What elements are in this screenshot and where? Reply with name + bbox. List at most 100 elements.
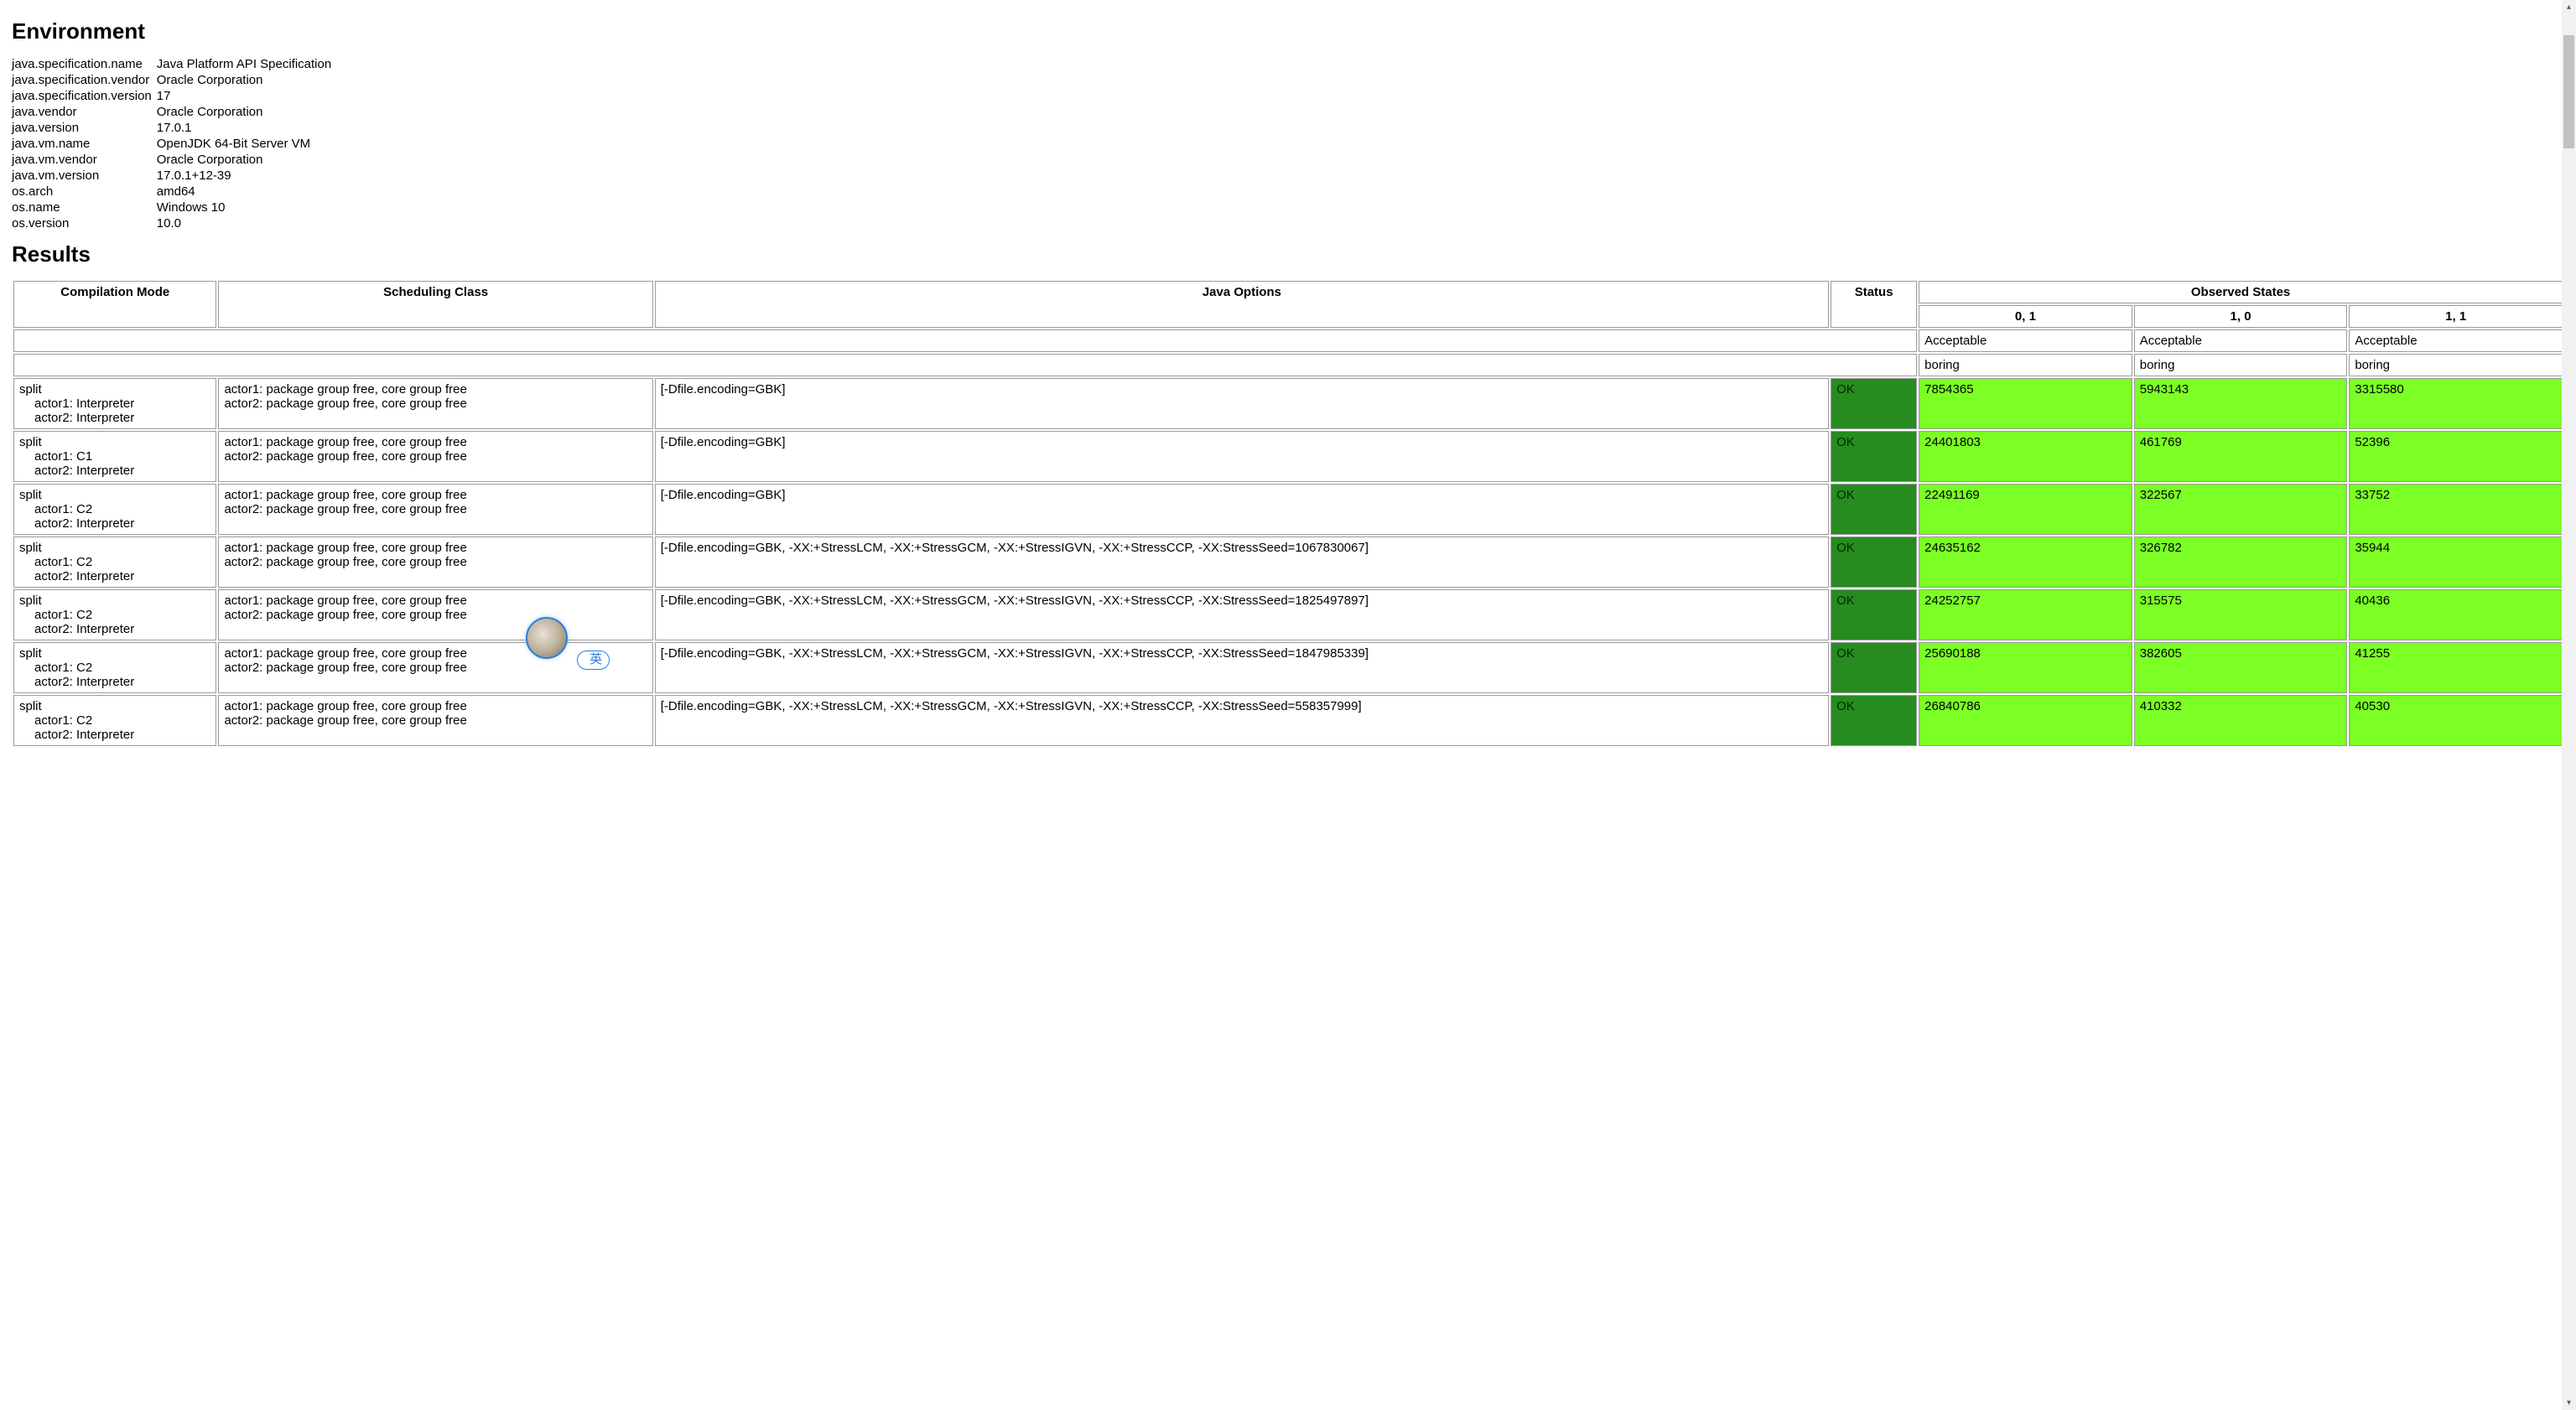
observed-state-acceptance: Acceptable: [2349, 329, 2563, 352]
scroll-up-button[interactable]: ▴: [2562, 0, 2576, 14]
env-value: 17.0.1: [157, 120, 336, 136]
blank-cell: [13, 354, 1917, 376]
env-row: java.version17.0.1: [12, 120, 336, 136]
environment-heading: Environment: [12, 18, 2564, 44]
results-row: splitactor1: C2actor2: Interpreteractor1…: [13, 537, 2563, 588]
java-options-cell: [-Dfile.encoding=GBK]: [655, 484, 1829, 535]
vertical-scrollbar[interactable]: ▴ ▾: [2562, 0, 2576, 1410]
observed-state-acceptance: Acceptable: [1919, 329, 2132, 352]
results-row: splitactor1: C2actor2: Interpreteractor1…: [13, 484, 2563, 535]
env-row: java.specification.nameJava Platform API…: [12, 56, 336, 72]
env-row: os.version10.0: [12, 215, 336, 231]
env-row: os.nameWindows 10: [12, 200, 336, 215]
observed-count-cell: 24252757: [1919, 589, 2132, 640]
status-cell: OK: [1831, 695, 1917, 746]
observed-state-interest: boring: [2349, 354, 2563, 376]
observed-count-cell: 5943143: [2134, 378, 2348, 429]
status-cell: OK: [1831, 484, 1917, 535]
status-cell: OK: [1831, 378, 1917, 429]
observed-count-cell: 22491169: [1919, 484, 2132, 535]
scroll-down-button[interactable]: ▾: [2562, 1396, 2576, 1410]
observed-count-cell: 52396: [2349, 431, 2563, 482]
java-options-cell: [-Dfile.encoding=GBK]: [655, 378, 1829, 429]
scheduling-class-cell: actor1: package group free, core group f…: [218, 484, 652, 535]
observed-count-cell: 25690188: [1919, 642, 2132, 693]
col-observed-states: Observed States: [1919, 281, 2563, 303]
env-key: os.arch: [12, 184, 157, 200]
env-key: java.specification.vendor: [12, 72, 157, 88]
observed-count-cell: 461769: [2134, 431, 2348, 482]
col-java_options: Java Options: [655, 281, 1829, 328]
compilation-mode-cell: splitactor1: C1actor2: Interpreter: [13, 431, 216, 482]
status-cell: OK: [1831, 537, 1917, 588]
compilation-mode-cell: splitactor1: C2actor2: Interpreter: [13, 589, 216, 640]
observed-count-cell: 24635162: [1919, 537, 2132, 588]
env-key: java.vm.vendor: [12, 152, 157, 168]
blank-cell: [13, 329, 1917, 352]
env-row: java.specification.version17: [12, 88, 336, 104]
observed-state-header: 1, 1: [2349, 305, 2563, 328]
env-key: java.vm.name: [12, 136, 157, 152]
observed-count-cell: 35944: [2349, 537, 2563, 588]
env-row: java.vm.nameOpenJDK 64-Bit Server VM: [12, 136, 336, 152]
col-status: Status: [1831, 281, 1917, 328]
env-value: amd64: [157, 184, 336, 200]
observed-count-cell: 40436: [2349, 589, 2563, 640]
env-value: 17: [157, 88, 336, 104]
environment-table: java.specification.nameJava Platform API…: [12, 56, 336, 231]
env-row: os.archamd64: [12, 184, 336, 200]
java-options-cell: [-Dfile.encoding=GBK, -XX:+StressLCM, -X…: [655, 589, 1829, 640]
status-cell: OK: [1831, 589, 1917, 640]
observed-count-cell: 7854365: [1919, 378, 2132, 429]
results-row: splitactor1: Interpreteractor2: Interpre…: [13, 378, 2563, 429]
env-key: os.name: [12, 200, 157, 215]
java-options-cell: [-Dfile.encoding=GBK, -XX:+StressLCM, -X…: [655, 695, 1829, 746]
env-row: java.vm.vendorOracle Corporation: [12, 152, 336, 168]
compilation-mode-cell: splitactor1: C2actor2: Interpreter: [13, 695, 216, 746]
observed-state-header: 0, 1: [1919, 305, 2132, 328]
observed-count-cell: 41255: [2349, 642, 2563, 693]
observed-count-cell: 26840786: [1919, 695, 2132, 746]
results-row: splitactor1: C1actor2: Interpreteractor1…: [13, 431, 2563, 482]
observed-count-cell: 410332: [2134, 695, 2348, 746]
observed-state-acceptance: Acceptable: [2134, 329, 2348, 352]
observed-state-interest: boring: [1919, 354, 2132, 376]
observed-state-header: 1, 0: [2134, 305, 2348, 328]
results-row: splitactor1: C2actor2: Interpreteractor1…: [13, 695, 2563, 746]
scheduling-class-cell: actor1: package group free, core group f…: [218, 537, 652, 588]
col-compilation_mode: Compilation Mode: [13, 281, 216, 328]
env-key: java.version: [12, 120, 157, 136]
observed-count-cell: 315575: [2134, 589, 2348, 640]
col-scheduling_class: Scheduling Class: [218, 281, 652, 328]
env-value: 17.0.1+12-39: [157, 168, 336, 184]
env-key: os.version: [12, 215, 157, 231]
env-row: java.vm.version17.0.1+12-39: [12, 168, 336, 184]
observed-count-cell: 326782: [2134, 537, 2348, 588]
observed-count-cell: 40530: [2349, 695, 2563, 746]
env-key: java.specification.version: [12, 88, 157, 104]
env-key: java.vendor: [12, 104, 157, 120]
env-value: Java Platform API Specification: [157, 56, 336, 72]
env-value: Oracle Corporation: [157, 104, 336, 120]
status-cell: OK: [1831, 431, 1917, 482]
scheduling-class-cell: actor1: package group free, core group f…: [218, 378, 652, 429]
results-table: Compilation ModeScheduling ClassJava Opt…: [12, 279, 2564, 748]
env-key: java.specification.name: [12, 56, 157, 72]
observed-count-cell: 24401803: [1919, 431, 2132, 482]
env-value: 10.0: [157, 215, 336, 231]
scheduling-class-cell: actor1: package group free, core group f…: [218, 431, 652, 482]
compilation-mode-cell: splitactor1: C2actor2: Interpreter: [13, 484, 216, 535]
env-row: java.vendorOracle Corporation: [12, 104, 336, 120]
env-value: Oracle Corporation: [157, 152, 336, 168]
env-key: java.vm.version: [12, 168, 157, 184]
java-options-cell: [-Dfile.encoding=GBK]: [655, 431, 1829, 482]
observed-count-cell: 3315580: [2349, 378, 2563, 429]
observed-count-cell: 382605: [2134, 642, 2348, 693]
scroll-thumb[interactable]: [2563, 35, 2574, 148]
compilation-mode-cell: splitactor1: Interpreteractor2: Interpre…: [13, 378, 216, 429]
scheduling-class-cell: actor1: package group free, core group f…: [218, 589, 652, 640]
java-options-cell: [-Dfile.encoding=GBK, -XX:+StressLCM, -X…: [655, 537, 1829, 588]
compilation-mode-cell: splitactor1: C2actor2: Interpreter: [13, 642, 216, 693]
floating-avatar[interactable]: [526, 617, 568, 659]
ime-badge[interactable]: 英: [577, 651, 610, 670]
